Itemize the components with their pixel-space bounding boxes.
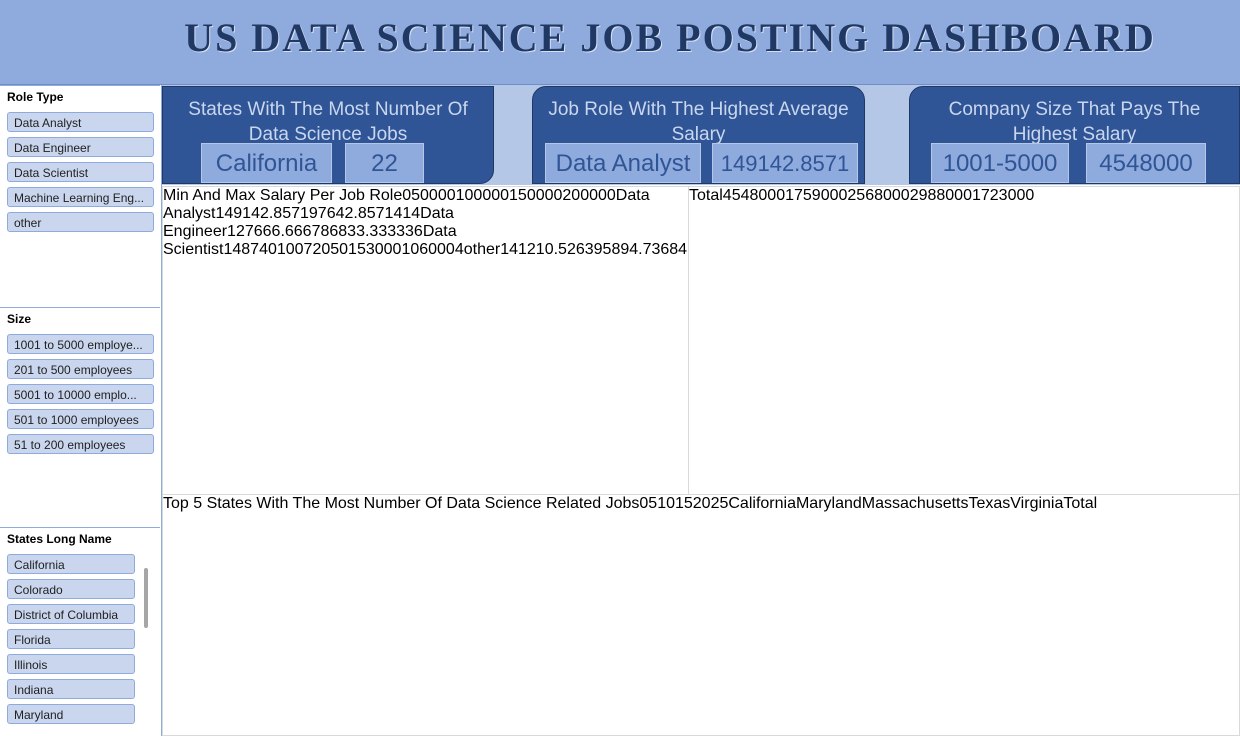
slicer-title: Role Type <box>7 90 64 104</box>
data-label: 1759000 <box>785 187 848 204</box>
data-label: 19 <box>687 241 688 258</box>
data-label: 6 <box>413 223 423 240</box>
y-tick-label: 5 <box>648 495 658 512</box>
slicer-item[interactable]: 1001 to 5000 employe... <box>7 334 154 354</box>
chart-title: Min And Max Salary Per Job Role <box>163 187 403 204</box>
data-label: 2988000 <box>909 187 972 204</box>
card-title: Company Size That Pays The Highest Salar… <box>948 99 1201 145</box>
data-label: 106000 <box>401 241 455 258</box>
card-value: 4548000 <box>1086 143 1206 183</box>
y-tick-label: Data Scientist <box>163 223 457 258</box>
slicer-item[interactable]: Colorado <box>7 579 135 599</box>
x-tick-label: 150000 <box>509 187 563 204</box>
slicer: Role Type Data Analyst Data Engineer Data S… <box>0 85 160 306</box>
y-tick-label: 0 <box>639 495 649 512</box>
chart-title: Top 5 States With The Most Number Of Dat… <box>163 495 640 512</box>
data-label: 141210.5263 <box>500 241 594 258</box>
slicer-title: Size <box>7 312 32 326</box>
y-tick-label: Data Analyst <box>163 187 650 222</box>
x-tick-label: Texas <box>968 495 1011 512</box>
slicer-title: States Long Name <box>7 532 112 546</box>
kpi-card: Job Role With The Highest Average Salary… <box>532 86 865 184</box>
data-label: 149142.8571 <box>215 205 309 222</box>
slicer-item[interactable]: Florida <box>7 629 135 649</box>
slicer-item[interactable]: Data Scientist <box>7 162 154 182</box>
y-tick-label: other <box>463 241 501 258</box>
slicer-item[interactable]: Data Analyst <box>7 112 154 132</box>
x-tick-label: Massachusetts <box>861 495 969 512</box>
data-label: 127666.6667 <box>227 223 321 240</box>
chart-panel: Min And Max Salary Per Job Role050000100… <box>162 186 689 495</box>
data-label: 2568000 <box>847 187 910 204</box>
scrollbar <box>144 568 148 628</box>
card-value: 22 <box>345 143 424 183</box>
data-label: 100720 <box>276 241 331 258</box>
slicer-item[interactable]: Illinois <box>7 654 135 674</box>
header: US DATA SCIENCE JOB POSTING DASHBOARD <box>0 0 1240 85</box>
legend-label: Total <box>1063 495 1098 512</box>
slicer-item[interactable]: 501 to 1000 employees <box>7 409 154 429</box>
y-tick-label: 15 <box>674 495 693 512</box>
x-tick-label: 0 <box>402 187 412 204</box>
data-label: 86833.33333 <box>320 223 414 240</box>
kpi-card: Company Size That Pays The Highest Salar… <box>909 86 1240 184</box>
chart: Total1001 to 5000 employees4548000201 to… <box>689 187 1034 204</box>
x-tick-label: 200000 <box>562 187 616 204</box>
y-tick-label: 25 <box>710 495 729 512</box>
slicer-item[interactable]: Data Engineer <box>7 137 154 157</box>
slicer-item[interactable]: other <box>7 212 154 232</box>
chart-panel: Top 5 States With The Most Number Of Dat… <box>162 494 1240 736</box>
sidebar: Role Type Data Analyst Data Engineer Data S… <box>0 85 162 736</box>
chart: Min And Max Salary Per Job Role050000100… <box>163 187 688 258</box>
x-tick-label: Maryland <box>795 495 862 512</box>
x-tick-label: Virginia <box>1010 495 1064 512</box>
data-label: 95894.73684 <box>593 241 688 258</box>
x-tick-label: 100000 <box>455 187 510 204</box>
dashboard-title: US DATA SCIENCE JOB POSTING DASHBOARD <box>184 15 1156 60</box>
slicer-item[interactable]: 5001 to 10000 emplo... <box>7 384 154 404</box>
card-value: 1001-5000 <box>931 143 1069 183</box>
chart-title: Total <box>689 187 723 204</box>
card-title: States With The Most Number Of Data Scie… <box>188 99 468 145</box>
data-label: 14 <box>402 205 421 222</box>
slicer-item[interactable]: Indiana <box>7 679 135 699</box>
data-label: 1723000 <box>971 187 1035 204</box>
slicer: Size 1001 to 5000 employe... 201 to 500 em… <box>0 307 160 528</box>
slicer-item[interactable]: District of Columbia <box>7 604 135 624</box>
data-label: 4548000 <box>722 187 786 204</box>
data-label: 148740 <box>223 241 277 258</box>
slicer-item[interactable]: 201 to 500 employees <box>7 359 154 379</box>
slicer-item[interactable]: 51 to 200 employees <box>7 434 154 454</box>
card-value: Data Analyst <box>545 143 701 183</box>
data-label: 97642.85714 <box>308 205 403 222</box>
slicer-item[interactable]: California <box>7 554 135 574</box>
y-tick-label: 10 <box>657 495 675 512</box>
y-tick-label: Data Engineer <box>163 205 454 240</box>
slicer-item[interactable]: Maryland <box>7 704 135 724</box>
chart-panel: Total1001 to 5000 employees4548000201 to… <box>688 186 1240 495</box>
data-label: 50 <box>330 241 349 258</box>
card-value: California <box>201 143 332 183</box>
y-tick-label: 20 <box>692 495 711 512</box>
chart: Top 5 States With The Most Number Of Dat… <box>163 495 1097 512</box>
slicer: States Long Name California Colorado Distri… <box>0 527 160 737</box>
x-tick-label: 50000 <box>411 187 456 204</box>
kpi-card: States With The Most Number Of Data Scie… <box>162 86 494 184</box>
x-tick-label: California <box>728 495 796 512</box>
card-title: Job Role With The Highest Average Salary <box>548 99 849 145</box>
card-value: 149142.8571 <box>712 143 858 183</box>
data-label: 153000 <box>348 241 402 258</box>
data-label: 4 <box>454 241 464 258</box>
slicer-item[interactable]: Machine Learning Eng... <box>7 187 154 207</box>
